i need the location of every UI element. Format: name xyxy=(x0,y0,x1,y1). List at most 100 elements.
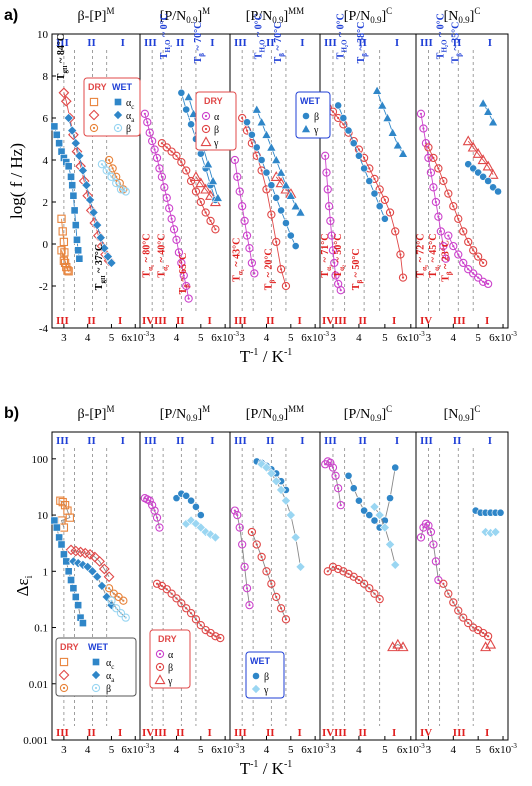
marker-dot xyxy=(284,284,288,288)
legend-b2: DRY αβγ xyxy=(149,629,191,689)
marker-dot xyxy=(462,616,465,619)
marker-dot xyxy=(241,116,244,120)
marker-dot xyxy=(331,249,335,252)
x-tick-label: 4 xyxy=(264,744,270,756)
data-point xyxy=(454,250,463,259)
legend-header: DRY xyxy=(60,642,79,652)
legend-label: αa xyxy=(106,671,115,684)
marker-dot xyxy=(238,190,241,193)
y-tick-label: 0.001 xyxy=(23,735,48,747)
data-point xyxy=(262,185,271,194)
data-point xyxy=(67,172,75,181)
marker-dot xyxy=(339,289,342,292)
marker-dot xyxy=(331,466,335,469)
marker-dot xyxy=(204,127,208,131)
data-point xyxy=(429,153,438,163)
legend-header: DRY xyxy=(158,634,177,644)
region-label-top: II xyxy=(358,37,367,49)
data-point xyxy=(59,550,68,559)
column-title: β-[P]M xyxy=(78,404,115,422)
legend-marker xyxy=(155,649,165,659)
data-point xyxy=(334,484,343,493)
data-point xyxy=(365,177,374,185)
data-point xyxy=(267,579,276,588)
data-point xyxy=(431,557,441,566)
marker-dot xyxy=(158,526,161,529)
marker-dot xyxy=(265,188,268,191)
marker-dot xyxy=(170,217,173,220)
data-point xyxy=(201,625,210,635)
marker-dot xyxy=(467,621,470,625)
data-point xyxy=(172,594,181,603)
marker-dot xyxy=(482,631,485,635)
legend-label: β xyxy=(264,672,269,683)
legend-header: WET xyxy=(88,642,108,652)
data-point xyxy=(380,195,390,205)
data-point xyxy=(397,641,409,652)
data-point xyxy=(467,141,479,152)
data-point xyxy=(68,181,77,190)
marker-dot xyxy=(158,652,162,656)
data-point xyxy=(295,561,306,572)
data-point xyxy=(190,171,202,181)
column-title: β-[P]M xyxy=(78,6,115,24)
data-point xyxy=(165,204,174,213)
legend-frame xyxy=(195,91,237,151)
data-point xyxy=(238,113,247,123)
data-point xyxy=(490,526,501,538)
data-point xyxy=(375,594,384,604)
data-point xyxy=(177,599,186,608)
data-point xyxy=(182,166,191,175)
marker-dot xyxy=(462,230,465,233)
data-point xyxy=(454,606,463,615)
marker-dot xyxy=(187,297,190,300)
legend-label: αc xyxy=(106,658,114,671)
region-label-bottom: II xyxy=(176,315,185,327)
data-point xyxy=(328,562,338,571)
data-point xyxy=(150,506,159,515)
marker-dot xyxy=(124,616,127,619)
region-label-bottom: I xyxy=(208,727,212,739)
fit-line xyxy=(428,147,484,264)
region-label-bottom: I xyxy=(485,727,489,739)
marker-dot xyxy=(329,461,332,464)
legend-header: WET xyxy=(112,82,132,92)
data-point xyxy=(295,207,306,217)
marker-dot xyxy=(325,171,328,174)
marker-dot xyxy=(209,631,212,635)
data-point xyxy=(247,258,257,268)
marker-dot xyxy=(373,592,376,595)
marker-dot xyxy=(352,575,355,578)
data-point xyxy=(162,193,171,202)
data-point xyxy=(177,157,186,167)
region-label-bottom: III xyxy=(234,315,247,327)
marker-dot xyxy=(119,612,123,615)
data-point xyxy=(280,495,291,506)
data-point xyxy=(94,556,105,567)
marker-dot xyxy=(337,567,340,571)
x-tick-label: 3 xyxy=(149,744,155,756)
panel-b-label: b) xyxy=(4,405,19,422)
data-point xyxy=(162,585,171,594)
data-point xyxy=(478,277,488,286)
marker-dot xyxy=(477,629,480,632)
data-point xyxy=(64,567,73,576)
marker-dot xyxy=(452,205,455,208)
data-point xyxy=(52,523,61,532)
data-point xyxy=(116,185,126,194)
fit-line xyxy=(251,531,287,620)
temperature-annotation: TgII ~ 84°C xyxy=(56,34,69,80)
data-point xyxy=(272,237,281,247)
data-point xyxy=(397,148,409,158)
marker-dot xyxy=(236,513,239,517)
region-label-top: II xyxy=(87,435,96,447)
data-point xyxy=(207,175,219,185)
x-tick-label: 6x10-3 xyxy=(397,330,425,344)
y-tick-label: -2 xyxy=(39,281,48,293)
data-point xyxy=(206,216,215,226)
marker-dot xyxy=(185,169,188,172)
data-point xyxy=(339,114,348,122)
data-point xyxy=(182,281,191,291)
region-label-top: II xyxy=(266,435,275,447)
x-tick-label: 5 xyxy=(475,744,481,756)
